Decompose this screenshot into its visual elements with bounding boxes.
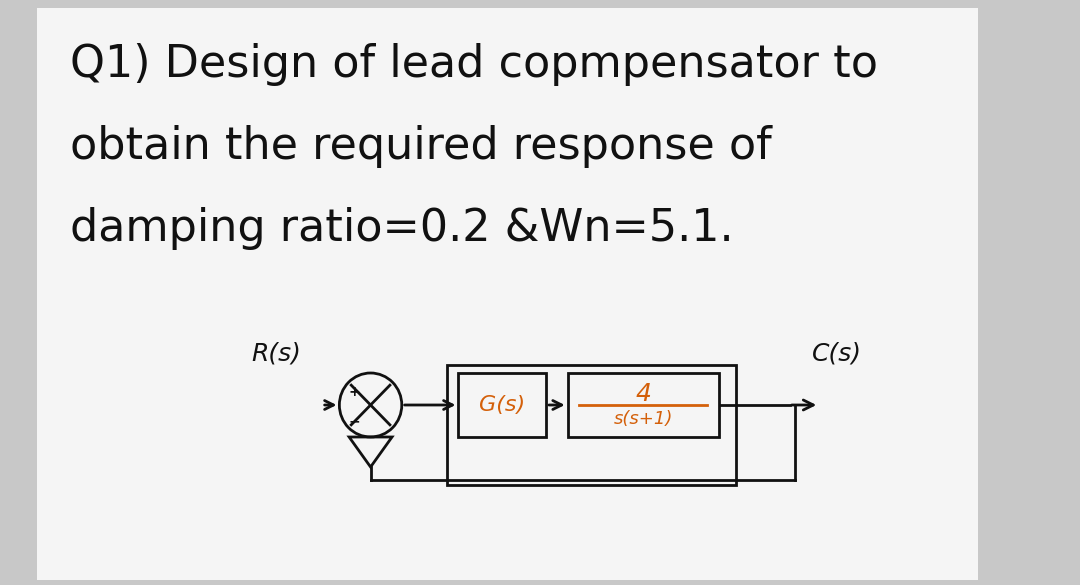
Bar — [458, 373, 546, 437]
Text: −: − — [349, 414, 360, 428]
Bar — [568, 373, 718, 437]
Text: s(s+1): s(s+1) — [613, 410, 673, 428]
Text: 4: 4 — [635, 382, 651, 406]
Text: C(s): C(s) — [812, 341, 862, 365]
FancyBboxPatch shape — [37, 8, 978, 580]
Text: G(s): G(s) — [480, 395, 525, 415]
Text: R(s): R(s) — [252, 341, 301, 365]
Text: +: + — [349, 384, 360, 398]
Bar — [447, 365, 737, 485]
Text: obtain the required response of: obtain the required response of — [70, 125, 772, 168]
Text: Q1) Design of lead copmpensator to: Q1) Design of lead copmpensator to — [70, 43, 878, 86]
Text: damping ratio=0.2 &Wn=5.1.: damping ratio=0.2 &Wn=5.1. — [70, 207, 733, 250]
